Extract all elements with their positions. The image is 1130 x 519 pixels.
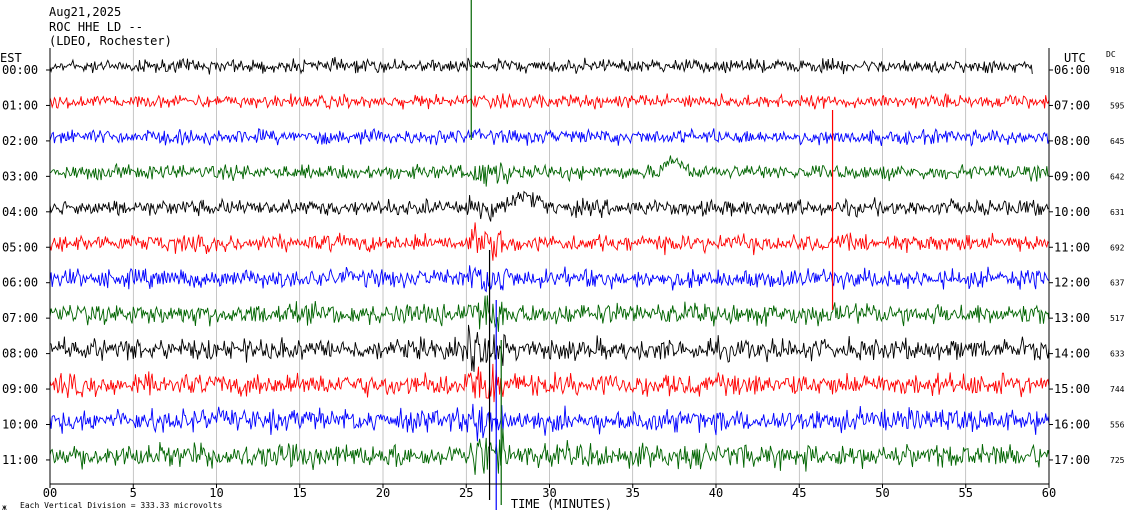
row-label-dc: 517 [1110,314,1125,323]
row-label-est: 02:00 [2,134,38,148]
row-label-est: 11:00 [2,453,38,467]
chart-station: ROC HHE LD -- [49,20,143,34]
trace-0500 [49,222,1050,261]
row-label-utc: 08:00 [1054,134,1090,148]
row-label-utc: 11:00 [1054,240,1090,254]
trace-0600 [49,265,1050,293]
row-label-dc: 556 [1110,421,1125,430]
row-label-dc: 692 [1110,243,1125,252]
axes-group [46,48,1053,488]
trace-0100 [49,92,1050,111]
row-label-dc: 642 [1110,172,1125,181]
chart-network: (LDEO, Rochester) [49,34,172,48]
row-label-utc: 12:00 [1054,276,1090,290]
row-label-dc: 595 [1110,101,1125,110]
trace-0000 [49,56,1033,75]
chart-date: Aug21,2025 [49,5,122,19]
utc-axis-label: UTC [1064,51,1086,65]
row-label-dc: 637 [1110,279,1125,288]
trace-0400 [49,190,1050,222]
x-tick-label: 00 [43,486,57,500]
row-label-utc: 09:00 [1054,169,1090,183]
row-label-est: 09:00 [2,382,38,396]
x-tick-label: 30 [542,486,556,500]
x-tick-label: 15 [293,486,307,500]
x-tick-label: 50 [875,486,889,500]
trace-0800 [49,324,1050,372]
x-tick-label: 25 [459,486,473,500]
corner-mark: ж [2,503,7,512]
trace-0200 [49,127,1050,147]
grid-lines [132,48,967,484]
row-label-utc: 14:00 [1054,347,1090,361]
x-tick-label: 20 [376,486,390,500]
trace-0700 [49,295,1050,332]
row-label-dc: 645 [1110,137,1125,146]
trace-1100 [49,428,1050,475]
trace-0300 [49,155,1049,187]
row-label-dc: 633 [1110,350,1125,359]
trace-0900 [49,363,1050,403]
trace-group [49,0,1050,510]
row-label-utc: 07:00 [1054,98,1090,112]
row-label-est: 08:00 [2,347,38,361]
row-label-est: 00:00 [2,63,38,77]
row-label-est: 04:00 [2,205,38,219]
x-tick-label: 60 [1042,486,1056,500]
row-label-utc: 17:00 [1054,453,1090,467]
row-label-est: 05:00 [2,240,38,254]
row-label-est: 06:00 [2,276,38,290]
x-axis-label: TIME (MINUTES) [511,497,612,511]
scale-note: Each Vertical Division = 333.33 microvol… [20,501,222,510]
row-label-utc: 10:00 [1054,205,1090,219]
x-tick-label: 10 [209,486,223,500]
x-tick-label: 35 [626,486,640,500]
row-label-utc: 06:00 [1054,63,1090,77]
row-label-utc: 15:00 [1054,382,1090,396]
row-label-dc: 631 [1110,208,1125,217]
row-label-dc: 918 [1110,66,1125,75]
row-label-est: 01:00 [2,98,38,112]
row-label-est: 10:00 [2,418,38,432]
row-label-dc: 725 [1110,456,1125,465]
dc-label: DC [1106,50,1116,59]
row-label-est: 03:00 [2,169,38,183]
est-axis-label: EST [0,51,22,65]
trace-1000 [49,403,1050,442]
x-tick-label: 45 [792,486,806,500]
row-label-est: 07:00 [2,311,38,325]
row-label-dc: 744 [1110,385,1125,394]
row-label-utc: 16:00 [1054,418,1090,432]
x-tick-label: 5 [130,486,137,500]
row-label-utc: 13:00 [1054,311,1090,325]
x-tick-label: 40 [709,486,723,500]
x-tick-label: 55 [959,486,973,500]
label-group: 00 5 10 15 20 25 30 35 40 45 50 55 60 TIME (MINUTES) E… [0,50,1125,512]
